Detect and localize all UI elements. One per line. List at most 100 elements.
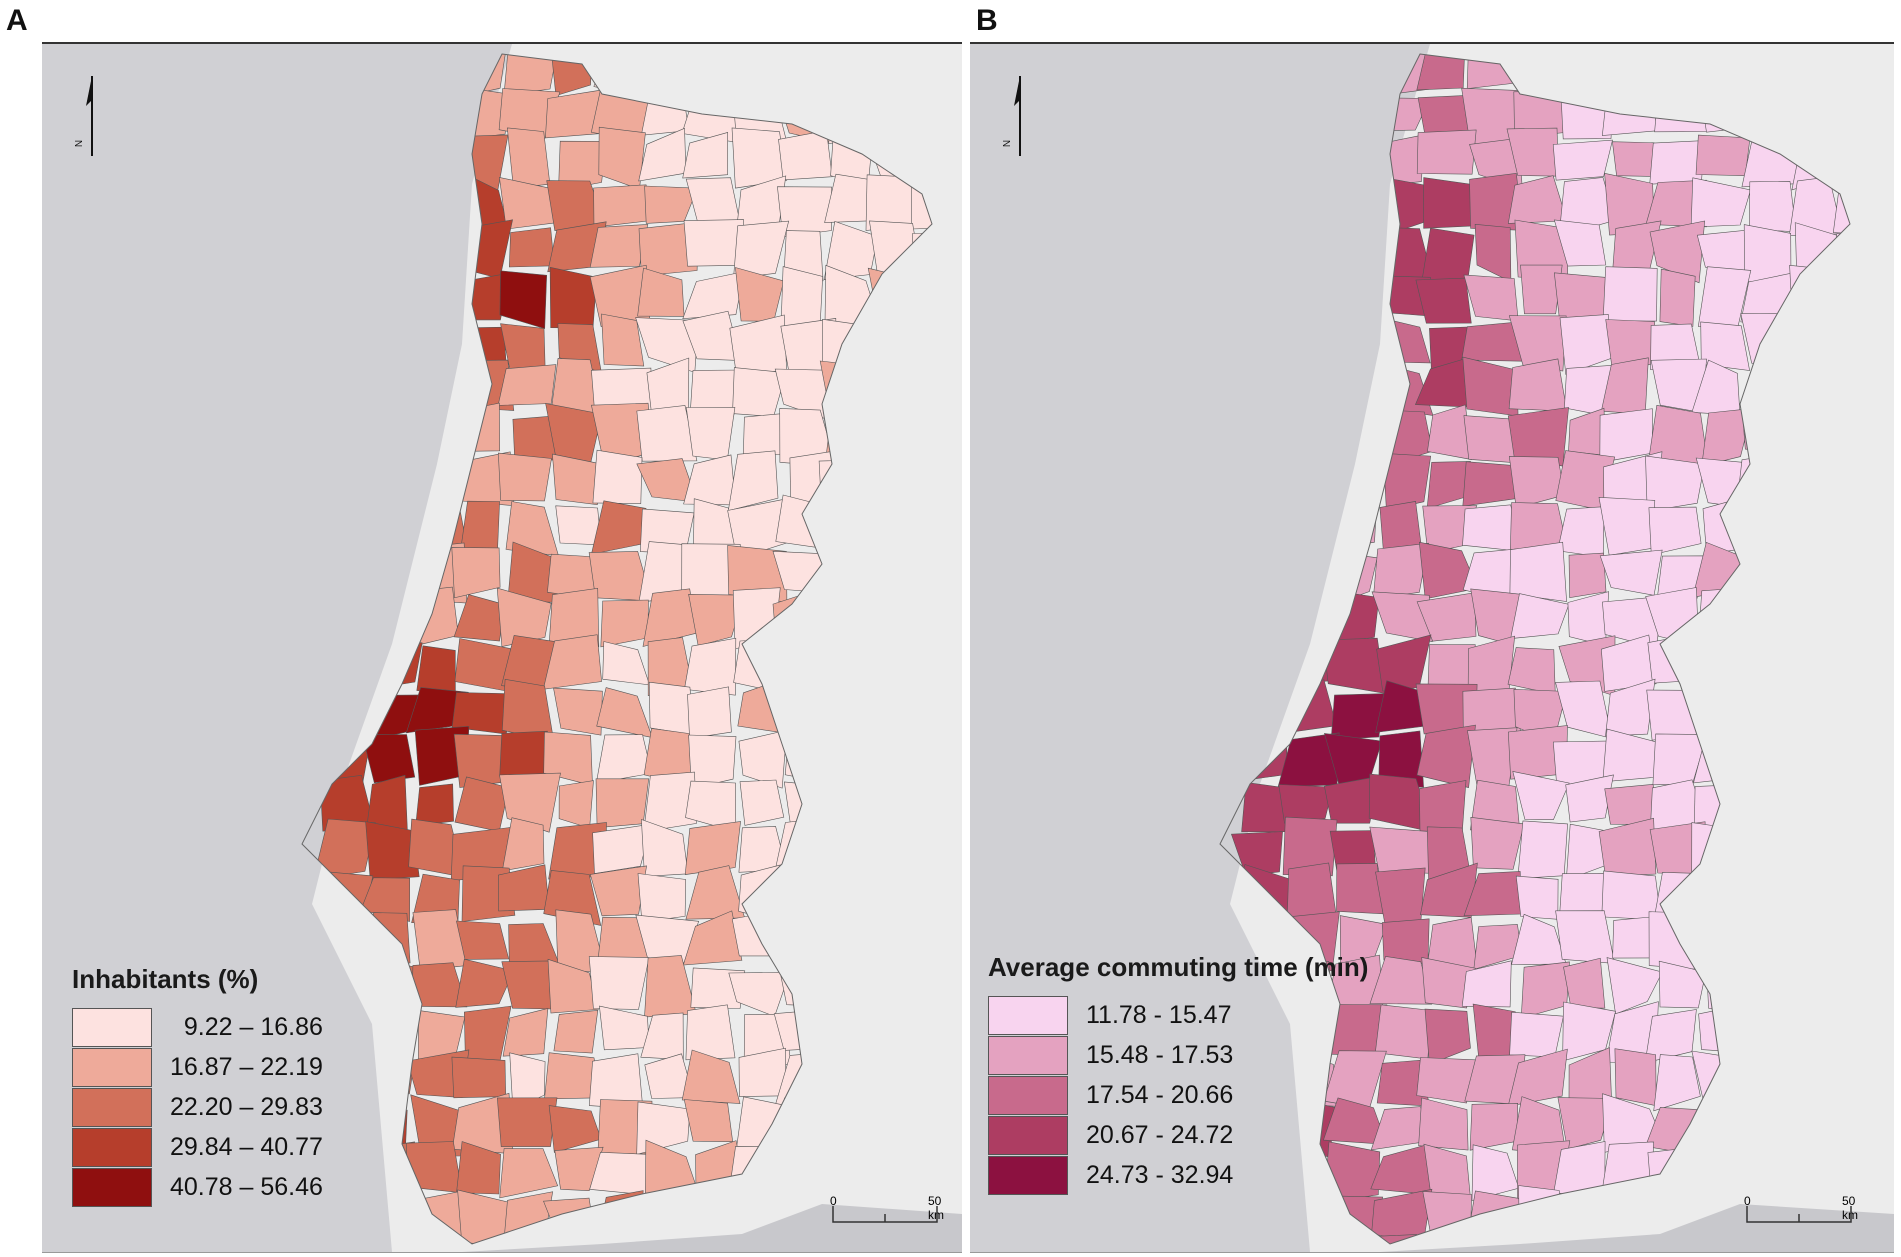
municipality-area — [1598, 496, 1656, 556]
municipality-area — [780, 266, 824, 328]
municipality-area — [361, 734, 416, 784]
municipality-area — [636, 1101, 691, 1155]
municipality-area — [360, 877, 411, 922]
municipality-area — [588, 956, 650, 1010]
municipality-area — [497, 364, 557, 406]
municipality-area — [589, 1151, 653, 1196]
municipality-area — [1416, 1057, 1479, 1104]
municipality-area — [1701, 408, 1754, 467]
municipality-area — [549, 54, 593, 96]
municipality-area — [778, 130, 833, 181]
municipality-area — [1555, 910, 1615, 964]
municipality-area — [727, 450, 779, 512]
municipality-area — [742, 413, 785, 456]
municipality-area — [542, 634, 602, 690]
municipality-area — [636, 405, 698, 462]
legend-swatch — [988, 1155, 1068, 1195]
municipality-area — [688, 593, 745, 647]
municipality-area — [365, 821, 420, 881]
municipality-area — [506, 127, 551, 189]
municipality-area — [1695, 134, 1751, 177]
legend-item: 15.48 - 17.53 — [988, 1035, 1368, 1075]
municipality-area — [501, 817, 545, 872]
municipality-area — [1659, 268, 1696, 327]
municipality-area — [456, 920, 510, 960]
municipality-area — [1507, 1048, 1568, 1107]
municipality-area — [593, 184, 653, 228]
legend-label: 11.78 - 15.47 — [1086, 1000, 1232, 1029]
municipality-area — [508, 227, 555, 268]
municipality-area — [1370, 1234, 1421, 1244]
municipality-area — [1600, 634, 1657, 692]
municipality-area — [601, 313, 645, 367]
municipality-area — [415, 783, 454, 826]
municipality-area — [1421, 227, 1475, 284]
scale-start: 0 — [830, 1194, 837, 1208]
municipality-area — [783, 230, 824, 282]
municipality-area — [547, 958, 599, 1014]
north-label: N — [1002, 139, 1014, 148]
north-label: N — [74, 139, 86, 148]
municipality-area — [682, 271, 745, 320]
legend-item: 22.20 – 29.83 — [72, 1087, 323, 1127]
municipality-area — [685, 1004, 736, 1061]
municipality-area — [1371, 591, 1433, 642]
municipality-area — [1372, 542, 1429, 599]
municipality-area — [497, 452, 552, 502]
municipality-area — [552, 453, 607, 506]
legend-item: 20.67 - 24.72 — [988, 1115, 1368, 1155]
municipality-area — [451, 1056, 507, 1099]
municipality-area — [731, 127, 788, 189]
municipality-area — [1286, 862, 1337, 919]
municipality-area — [1599, 408, 1653, 463]
legend-label: 17.54 - 20.66 — [1086, 1080, 1234, 1109]
municipality-area — [1418, 1097, 1469, 1151]
municipality-area — [503, 54, 560, 96]
municipality-area — [684, 821, 741, 875]
municipality-area — [553, 1009, 599, 1054]
legend-item: 16.87 – 22.19 — [72, 1047, 323, 1087]
municipality-area — [739, 779, 785, 826]
municipality-area — [1509, 541, 1567, 602]
municipality-area — [1416, 592, 1477, 642]
scale-start: 0 — [1744, 1194, 1751, 1208]
municipality-area — [499, 1148, 559, 1199]
municipality-area — [685, 407, 736, 461]
municipality-area — [1648, 506, 1702, 556]
municipality-area — [1278, 784, 1334, 824]
municipality-area — [1614, 1048, 1657, 1107]
municipality-area — [682, 132, 729, 179]
municipality-area — [1382, 453, 1432, 511]
municipality-area — [738, 729, 788, 789]
municipality-area — [558, 140, 607, 191]
municipality-area — [1565, 774, 1614, 823]
municipality-area — [1416, 724, 1476, 788]
legend-swatch — [988, 1075, 1068, 1115]
municipality-area — [1568, 552, 1607, 599]
municipality-area — [499, 270, 548, 330]
legend-swatch — [988, 995, 1068, 1035]
map-b — [970, 44, 1894, 1252]
map-a — [42, 44, 962, 1252]
municipality-area — [451, 547, 501, 599]
panel-a-letter: A — [6, 4, 28, 37]
municipality-area — [1421, 957, 1476, 1009]
municipality-area — [592, 449, 643, 504]
legend-item: 9.22 – 16.86 — [72, 1007, 323, 1047]
municipality-area — [555, 505, 602, 546]
municipality-area — [1520, 264, 1563, 315]
municipality-area — [453, 594, 505, 642]
municipality-area — [777, 186, 832, 238]
legend-swatch — [988, 1115, 1068, 1155]
municipality-area — [1369, 956, 1433, 1005]
legend-label: 15.48 - 17.53 — [1086, 1040, 1234, 1069]
legend-swatch — [72, 1087, 152, 1127]
municipality-area — [457, 1189, 514, 1244]
municipality-area — [1690, 177, 1751, 228]
legend-label: 29.84 – 40.77 — [170, 1132, 323, 1161]
municipality-area — [549, 266, 598, 329]
municipality-area — [1605, 678, 1656, 737]
municipality-area — [1563, 957, 1606, 1009]
municipality-area — [1336, 863, 1384, 915]
country-outline — [301, 53, 933, 1245]
